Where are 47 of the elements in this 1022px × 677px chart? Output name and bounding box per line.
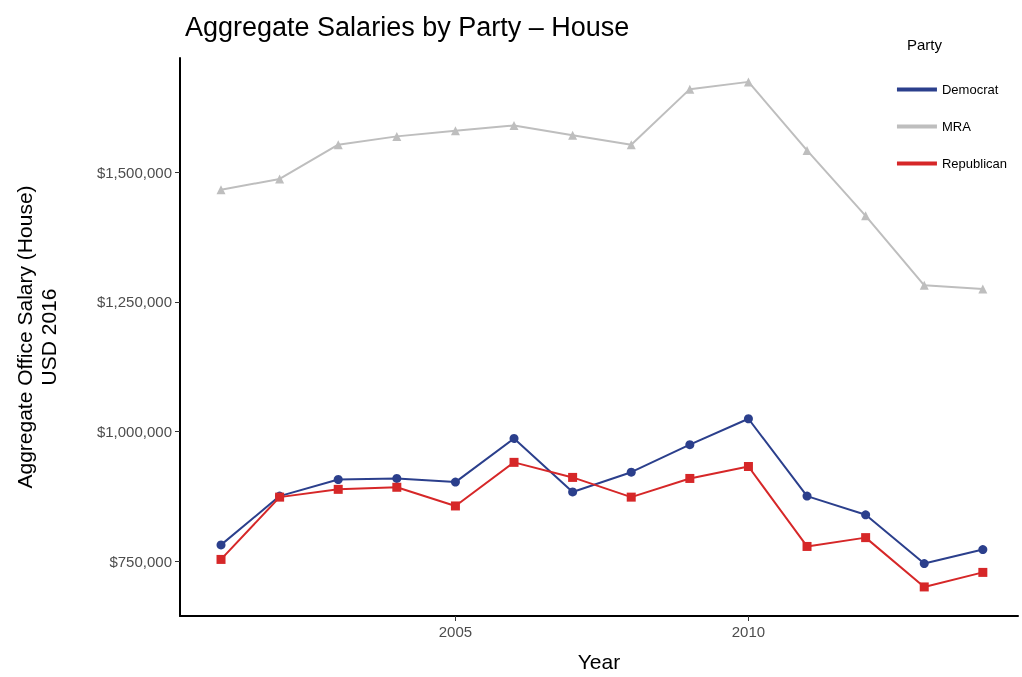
y-tick-label: $1,000,000 xyxy=(96,423,172,441)
point xyxy=(333,484,343,494)
point xyxy=(802,541,812,551)
x-tick-label: 2005 xyxy=(438,623,473,640)
point xyxy=(450,477,460,487)
point xyxy=(509,457,519,467)
point xyxy=(568,472,578,482)
point xyxy=(919,582,929,592)
point xyxy=(685,84,695,94)
y-tick-label: $1,250,000 xyxy=(96,293,172,311)
x-tick-label: 2010 xyxy=(731,623,766,640)
point xyxy=(626,492,636,502)
point xyxy=(568,130,578,140)
legend-title: Party xyxy=(906,36,943,53)
point xyxy=(802,491,812,501)
point xyxy=(509,120,519,130)
point xyxy=(333,474,343,484)
y-tick-label: $750,000 xyxy=(109,553,172,570)
point xyxy=(509,433,519,443)
point xyxy=(216,185,226,195)
point xyxy=(392,473,402,483)
point xyxy=(919,280,929,290)
legend-label: Republican xyxy=(941,156,1007,171)
point xyxy=(861,510,871,520)
chart-title: Aggregate Salaries by Party – House xyxy=(185,11,630,42)
point xyxy=(861,533,871,543)
point xyxy=(978,545,988,555)
point xyxy=(392,131,402,141)
y-axis-title: Aggregate Office Salary (House) USD 2016 xyxy=(12,185,60,489)
point xyxy=(685,440,695,450)
point xyxy=(216,554,226,564)
point xyxy=(392,482,402,492)
legend-label: Democrat xyxy=(941,82,999,97)
point xyxy=(978,567,988,577)
point xyxy=(626,467,636,477)
point xyxy=(802,145,812,155)
point xyxy=(568,487,578,497)
point xyxy=(919,559,929,569)
point xyxy=(685,473,695,483)
point xyxy=(216,540,226,550)
point xyxy=(743,414,753,424)
legend-label: MRA xyxy=(941,119,972,134)
x-axis-title: Year xyxy=(577,650,621,673)
point xyxy=(450,501,460,511)
point xyxy=(743,462,753,472)
y-tick-label: $1,500,000 xyxy=(96,163,172,181)
point xyxy=(450,126,460,136)
